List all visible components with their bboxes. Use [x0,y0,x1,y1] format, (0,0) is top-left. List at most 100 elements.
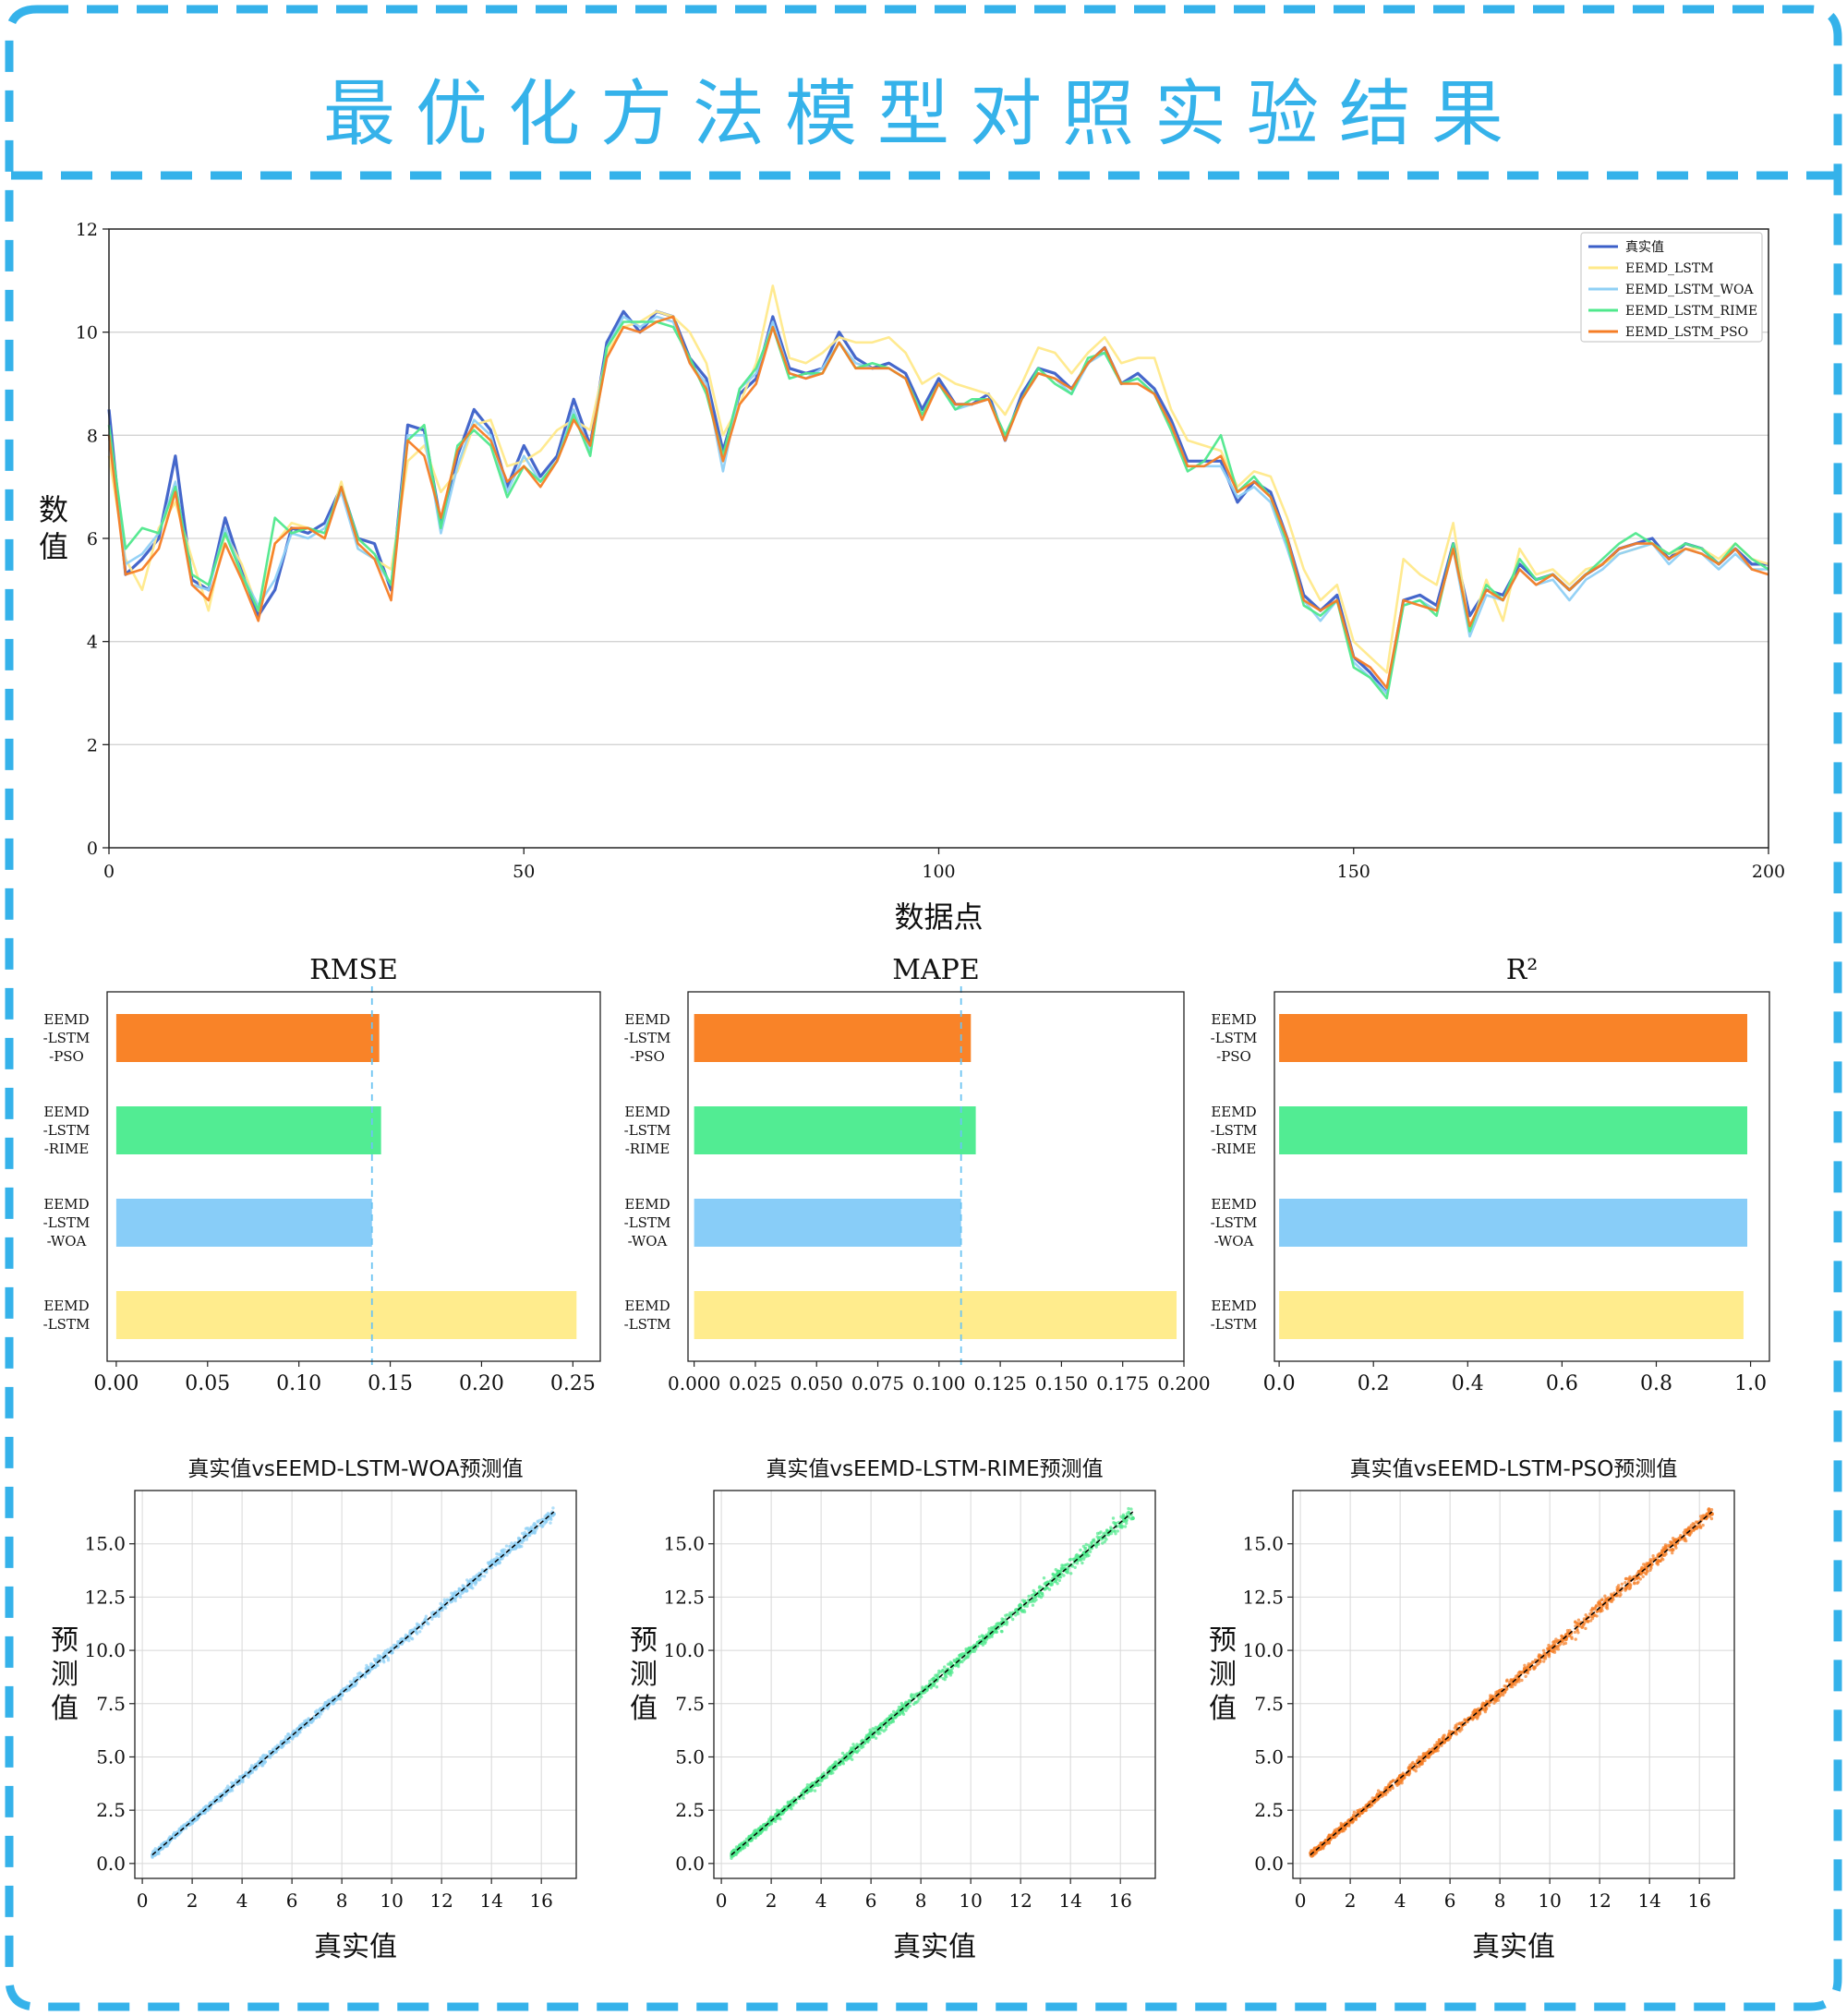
scatter-point [469,1586,474,1589]
scatter-point [1323,1838,1328,1842]
category-label-line: -PSO [630,1048,665,1065]
scatter-point [1389,1780,1394,1784]
scatter-point [1083,1555,1087,1559]
scatter-point [1352,1810,1357,1815]
scatter-point [1514,1683,1517,1687]
scatter-point [955,1663,959,1667]
bar [115,1106,381,1154]
y-tick-label: 5.0 [675,1745,705,1768]
scatter-point [1327,1833,1332,1837]
line-chart: 0 2 4 6 8 10 12 0 50 100 150 200 数据点 数值 真实值 EEMD_LSTM EE… [39,220,1785,935]
scatter-point [378,1655,382,1660]
x-tick-label: 16 [1108,1889,1131,1912]
scatter-point [1541,1648,1546,1653]
scatter-point [516,1536,521,1540]
scatter-point [890,1714,894,1718]
y-tick-label: 15.0 [663,1533,705,1555]
scatter-point [526,1528,531,1533]
scatter-point [453,1599,457,1603]
scatter-point [1400,1779,1404,1782]
y-axis-label-char: 预 [1209,1624,1237,1657]
dashed-frame [5,5,1842,2011]
scatter-point [1503,1684,1506,1688]
x-tick-label: 0.025 [729,1372,781,1394]
y-tick-label: 10.0 [84,1639,126,1661]
scatter-point [437,1614,441,1619]
scatter-point [1669,1540,1672,1544]
x-tick-label: 14 [1637,1889,1660,1912]
category-label-line: EEMD [43,1196,89,1213]
x-tick-label: 6 [865,1889,877,1912]
scatter-point [525,1538,529,1541]
scatter-point [1584,1626,1587,1631]
scatter-point [781,1812,785,1816]
x-tick-label: 10 [1538,1889,1561,1912]
scatter-point [924,1685,928,1689]
scatter-point [940,1669,944,1672]
scatter-point [482,1575,487,1578]
y-axis-label: 预测值预测值 [51,1624,78,1725]
y-axis-label-char: 数 [39,492,68,527]
scatter-point [1661,1553,1665,1558]
scatter-point [420,1624,424,1628]
y-tick-label: 0.0 [96,1853,126,1875]
scatter-point [549,1521,552,1525]
scatter-point [1339,1821,1343,1826]
scatter-point [502,1548,507,1551]
scatter-chart-2: 0 2 4 6 8 10 12 14 16 0.0 2.5 5.0 7.5 10.0 12.5 15.0 真实值… [1209,1457,1735,1963]
bar [694,1106,976,1154]
scatter-point [1673,1538,1678,1541]
scatter-point [805,1783,810,1787]
scatter-point [1407,1771,1412,1775]
scatter-point [318,1708,321,1712]
scatter-point [1668,1548,1672,1552]
scatter-point [1699,1526,1703,1529]
category-label-line: -LSTM [43,1030,91,1046]
scatter-point [439,1601,442,1606]
y-tick-label: 4 [87,633,98,653]
scatter-point [1069,1572,1073,1575]
scatter-point [1497,1688,1503,1694]
scatter-point [786,1801,790,1805]
x-axis-label: 真实值 [893,1931,976,1963]
scatter-point [356,1674,360,1679]
category-label-line: EEMD [1211,1011,1256,1028]
scatter-point [194,1813,199,1817]
bar [115,1014,380,1062]
category-label-line: -WOA [1214,1233,1254,1249]
scatter-point [930,1678,934,1682]
x-tick-label: 10 [959,1889,982,1912]
y-tick-label: 6 [87,529,98,549]
scatter-point [537,1518,542,1523]
scatter-point [1684,1527,1688,1532]
scatter-point [223,1793,226,1798]
x-tick-label: 16 [1687,1889,1710,1912]
x-tick-label: 0.4 [1452,1372,1484,1395]
scatter-point [1672,1541,1675,1545]
x-tick-label: 8 [336,1889,348,1912]
category-label-line: EEMD [624,1196,670,1213]
scatter-point [533,1531,537,1535]
scatter-point [1574,1637,1577,1641]
scatter-point [1091,1539,1095,1542]
x-axis-label: 真实值 [1472,1931,1555,1963]
scatter-point [1649,1566,1653,1570]
y-axis-label-char: 测 [630,1659,658,1691]
scatter-point [230,1781,234,1785]
y-tick-label: 2.5 [675,1799,705,1821]
scatter-point [1548,1645,1552,1649]
scatter-point [889,1720,893,1724]
scatter-point [1109,1531,1114,1536]
y-tick-label: 12.5 [663,1586,705,1608]
scatter-point [210,1800,213,1805]
category-label-line: -LSTM [43,1122,91,1139]
scatter-point [1542,1660,1546,1663]
bar [1279,1291,1744,1339]
x-tick-label: 1.0 [1734,1372,1767,1395]
x-tick-label: 16 [529,1889,552,1912]
category-label-line: -LSTM [624,1316,671,1333]
scatter-point [1628,1575,1632,1579]
